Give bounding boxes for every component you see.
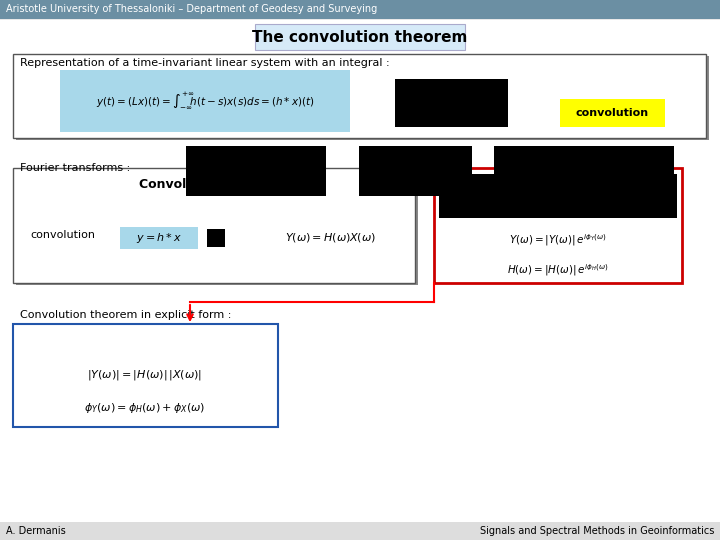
Bar xyxy=(16,56,709,140)
Text: $Y(\omega) = |Y(\omega)|\, e^{i\phi_Y(\omega)}$: $Y(\omega) = |Y(\omega)|\, e^{i\phi_Y(\o… xyxy=(509,232,607,248)
Bar xyxy=(60,70,350,132)
Text: The convolution theorem: The convolution theorem xyxy=(252,30,468,44)
Bar xyxy=(13,54,706,138)
Text: $|Y(\omega)| = |H(\omega)|\,|X(\omega)|$: $|Y(\omega)| = |H(\omega)|\,|X(\omega)|$ xyxy=(87,368,202,382)
Text: Convolution theorem in explicit form :: Convolution theorem in explicit form : xyxy=(20,310,231,320)
Bar xyxy=(395,79,508,127)
Text: convolution: convolution xyxy=(575,108,649,118)
Bar xyxy=(255,24,465,50)
Text: $Y(\omega) = H(\omega)X(\omega)$: $Y(\omega) = H(\omega)X(\omega)$ xyxy=(284,232,375,245)
Text: Representation of a time-invariant linear system with an integral :: Representation of a time-invariant linea… xyxy=(20,58,390,68)
Text: $y = h * x$: $y = h * x$ xyxy=(136,231,182,245)
Bar xyxy=(120,227,198,249)
Text: Signals and Spectral Methods in Geoinformatics: Signals and Spectral Methods in Geoinfor… xyxy=(480,526,714,536)
Text: $y(t) = (Lx)(t) = \int_{-\infty}^{+\infty}\!\! h(t-s)x(s)ds = (h*x)(t)$: $y(t) = (Lx)(t) = \int_{-\infty}^{+\inft… xyxy=(96,91,314,111)
Text: Aristotle University of Thessaloniki – Department of Geodesy and Surveying: Aristotle University of Thessaloniki – D… xyxy=(6,4,377,15)
Bar xyxy=(560,99,665,127)
Bar xyxy=(494,146,674,196)
Bar xyxy=(13,168,415,283)
Bar xyxy=(0,0,720,19)
Bar xyxy=(207,229,225,247)
Bar xyxy=(13,324,278,427)
Text: Convolution theorem: Convolution theorem xyxy=(140,179,287,192)
Text: convolution: convolution xyxy=(30,230,95,240)
Bar xyxy=(16,170,418,285)
Text: A. Dermanis: A. Dermanis xyxy=(6,526,66,536)
Text: $H(\omega) = |H(\omega)|\, e^{i\phi_H(\omega)}$: $H(\omega) = |H(\omega)|\, e^{i\phi_H(\o… xyxy=(508,262,608,278)
Bar xyxy=(434,168,682,283)
Bar xyxy=(359,146,472,196)
Text: $\phi_Y(\omega) = \phi_H(\omega) + \phi_X(\omega)$: $\phi_Y(\omega) = \phi_H(\omega) + \phi_… xyxy=(84,401,206,415)
Bar xyxy=(0,522,720,540)
Text: Fourier transforms :: Fourier transforms : xyxy=(20,163,130,173)
Bar xyxy=(439,174,677,218)
Bar xyxy=(186,146,326,196)
